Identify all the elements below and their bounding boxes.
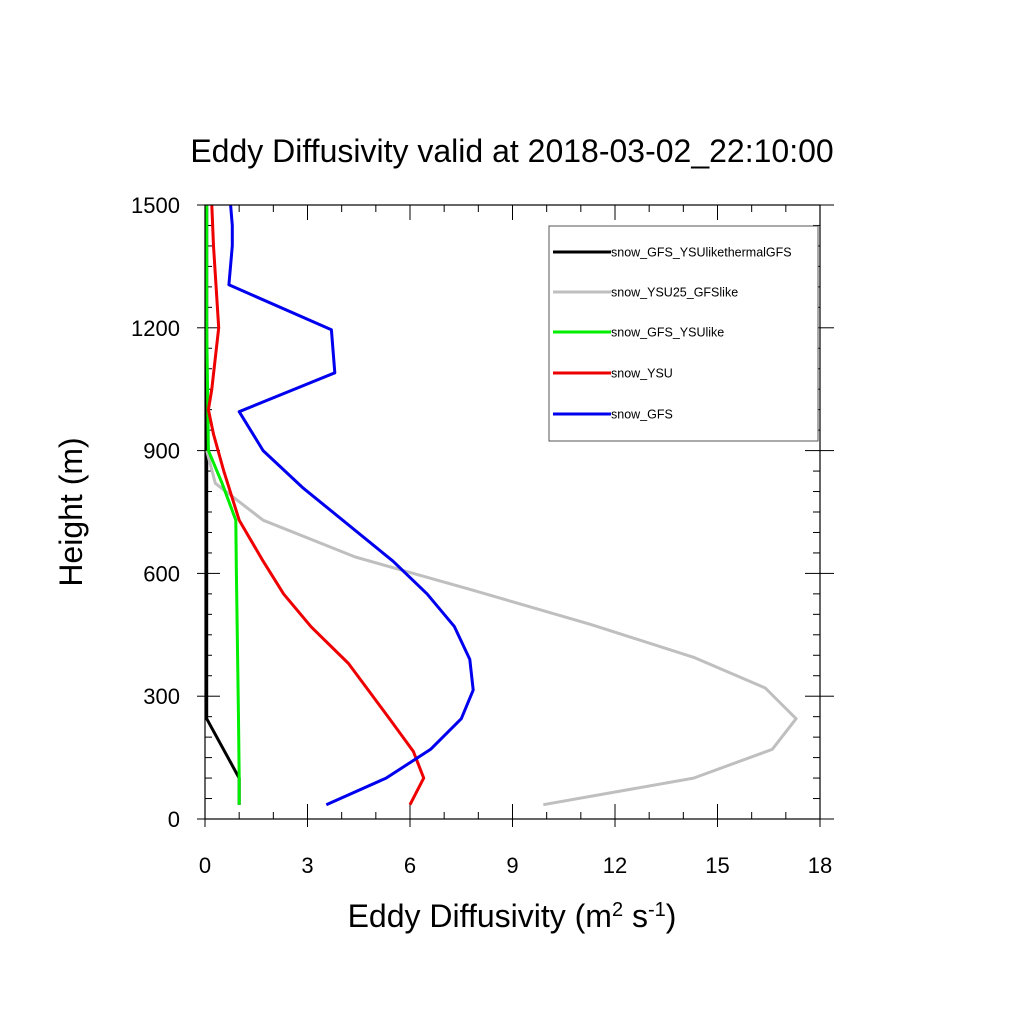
y-axis-label: Height (m) bbox=[53, 437, 89, 586]
x-tick-label: 6 bbox=[404, 853, 416, 878]
y-tick-label: 300 bbox=[143, 684, 180, 709]
y-tick-label: 1500 bbox=[131, 193, 180, 218]
x-axis-label-sup1: 2 bbox=[612, 899, 623, 921]
x-tick-label: 18 bbox=[808, 853, 832, 878]
x-tick-label: 15 bbox=[705, 853, 729, 878]
x-tick-label: 12 bbox=[603, 853, 627, 878]
series-line-snow_GFS_YSUlike bbox=[205, 205, 241, 805]
y-tick-label: 0 bbox=[168, 807, 180, 832]
series-line-snow_GFS bbox=[227, 204, 475, 807]
x-axis-label-main: Eddy Diffusivity (m bbox=[348, 898, 612, 934]
legend-label-snow_GFS_YSUlike: snow_GFS_YSUlike bbox=[611, 326, 724, 340]
series-line-snow_YSU bbox=[206, 204, 426, 806]
x-axis-label-mid: s bbox=[623, 898, 648, 934]
legend-label-snow_GFS_YSUlikethermalGFS: snow_GFS_YSUlikethermalGFS bbox=[611, 246, 792, 260]
plot-area: 0 3 6 9 12 15 18 0 300 600 900 1200 1500 bbox=[131, 193, 834, 878]
legend-label-snow_YSU: snow_YSU bbox=[611, 367, 673, 381]
legend-label-snow_YSU25_GFSlike: snow_YSU25_GFSlike bbox=[611, 286, 738, 300]
x-axis-label: Eddy Diffusivity (m2 s-1) bbox=[348, 898, 677, 934]
x-axis-label-sup2: -1 bbox=[648, 899, 666, 921]
legend-label-snow_GFS: snow_GFS bbox=[611, 408, 673, 422]
y-tick-label: 1200 bbox=[131, 316, 180, 341]
legend: snow_GFS_YSUlikethermalGFS snow_YSU25_GFS… bbox=[548, 225, 819, 442]
x-tick-label: 3 bbox=[301, 853, 313, 878]
y-tick-label: 600 bbox=[143, 561, 180, 586]
x-tick-label: 9 bbox=[506, 853, 518, 878]
chart-title: Eddy Diffusivity valid at 2018-03-02_22:… bbox=[190, 133, 833, 169]
x-tick-label: 0 bbox=[199, 853, 211, 878]
x-axis-label-end: ) bbox=[666, 898, 677, 934]
y-tick-label: 900 bbox=[143, 439, 180, 464]
plot-frame bbox=[204, 204, 821, 820]
series-line-snow_YSU25_GFSlike bbox=[205, 450, 798, 807]
